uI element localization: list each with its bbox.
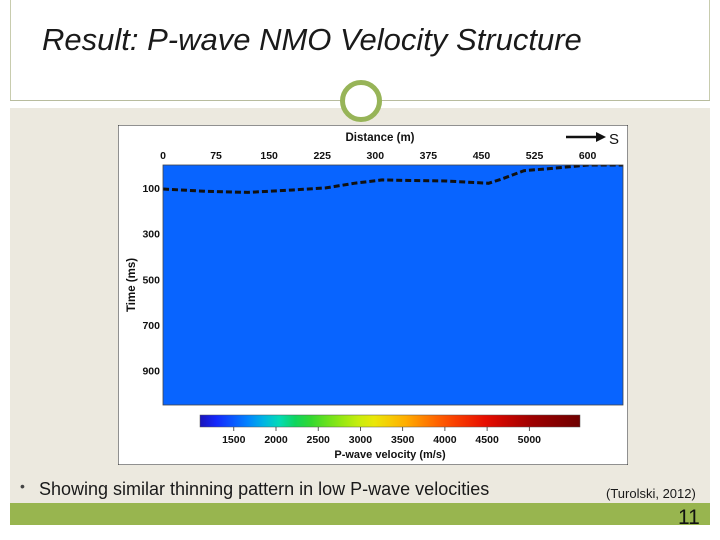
x-tick-label: 0 (160, 150, 166, 162)
y-tick-label: 900 (142, 366, 160, 378)
footer-bar (10, 503, 710, 525)
x-axis-title: Distance (m) (345, 132, 414, 144)
colorbar-tick-label: 5000 (518, 434, 542, 446)
y-tick-label: 700 (142, 320, 160, 332)
x-tick-label: 600 (579, 150, 597, 162)
x-tick-label: 450 (473, 150, 491, 162)
velocity-figure: Distance (m) 0 75 150 225 300 375 450 525 600 10… (118, 125, 628, 465)
slide-number: 11 (678, 506, 700, 529)
colorbar-title: P-wave velocity (m/s) (334, 449, 446, 461)
title-frame (10, 0, 710, 100)
plot-border (162, 164, 624, 406)
boundary-dashed-line (163, 165, 623, 194)
citation: (Turolski, 2012) (606, 486, 696, 501)
y-tick-label: 100 (142, 183, 160, 195)
colorbar-tick-label: 4500 (475, 434, 499, 446)
x-tick-label: 300 (367, 150, 385, 162)
y-tick-label: 300 (142, 229, 160, 241)
colorbar-tick-label: 2000 (264, 434, 288, 446)
colorbar-tick-label: 2500 (307, 434, 331, 446)
colorbar-tick-label: 4000 (433, 434, 457, 446)
x-tick-label: 525 (526, 150, 544, 162)
x-tick-label: 225 (313, 150, 331, 162)
x-tick-label: 150 (260, 150, 278, 162)
colorbar-tick-label: 3500 (391, 434, 415, 446)
colorbar-tick-label: 3000 (349, 434, 373, 446)
y-axis-title: Time (ms) (126, 258, 138, 312)
bullet-text: Showing similar thinning pattern in low … (39, 479, 490, 499)
x-tick-label: 375 (420, 150, 438, 162)
x-tick-label: 75 (210, 150, 222, 162)
velocity-band (163, 165, 623, 405)
circle-ornament-icon (340, 80, 382, 122)
y-tick-label: 500 (142, 274, 160, 286)
plot-area (163, 165, 623, 405)
colorbar-tick-label: 1500 (222, 434, 246, 446)
colorbar (199, 414, 581, 428)
direction-label: S (609, 131, 619, 148)
arrow-head-icon (596, 132, 606, 142)
slide-title: Result: P-wave NMO Velocity Structure (42, 22, 582, 57)
bullet-marker: • (20, 478, 25, 494)
